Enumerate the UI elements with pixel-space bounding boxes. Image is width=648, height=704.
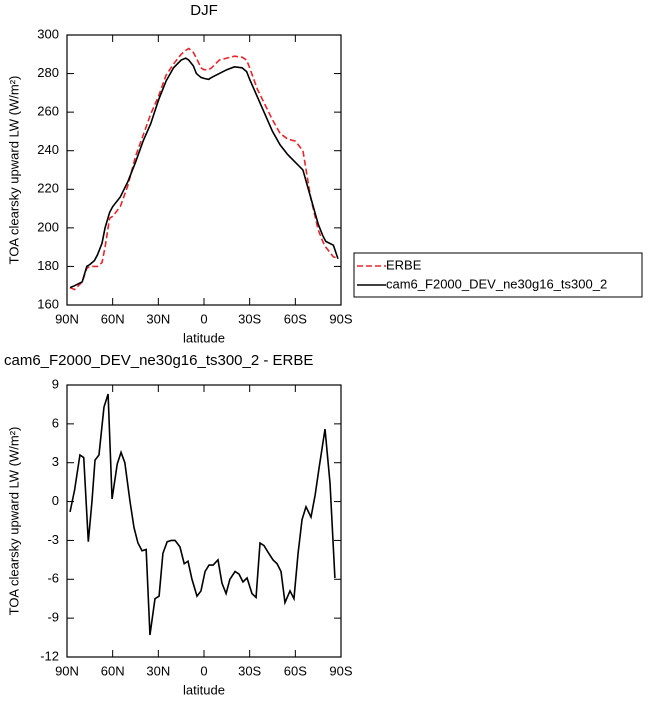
y-tick-label: 160: [37, 296, 59, 311]
y-tick-label: 180: [37, 258, 59, 273]
legend-box: [353, 252, 643, 298]
legend-label: ERBE: [386, 257, 422, 272]
y-tick-label: -3: [47, 532, 59, 547]
x-tick-label: 90S: [329, 311, 352, 326]
x-tick-label: 60S: [284, 311, 307, 326]
x-tick-label: 60N: [101, 311, 125, 326]
y-axis-label: TOA clearsky upward LW (W/m²): [6, 427, 21, 616]
legend-label: cam6_F2000_DEV_ne30g16_ts300_2: [386, 276, 607, 291]
chart-title: DJF: [190, 2, 218, 19]
y-tick-label: 200: [37, 219, 59, 234]
x-tick-label: 30N: [146, 663, 170, 678]
x-axis-label: latitude: [183, 330, 225, 345]
x-axis-label: latitude: [183, 682, 225, 697]
y-tick-label: 0: [52, 493, 59, 508]
x-tick-label: 90S: [329, 663, 352, 678]
data-line: [69, 57, 339, 289]
y-tick-label: -12: [40, 648, 59, 663]
y-tick-label: 9: [52, 376, 59, 391]
x-tick-label: 30S: [238, 663, 261, 678]
y-tick-label: -6: [47, 571, 59, 586]
x-tick-label: 30N: [146, 311, 170, 326]
x-tick-label: 0: [200, 311, 207, 326]
y-tick-label: -9: [47, 610, 59, 625]
y-axis-label: TOA clearsky upward LW (W/m²): [6, 76, 21, 265]
y-tick-label: 220: [37, 181, 59, 196]
x-tick-label: 60S: [284, 663, 307, 678]
data-line: [69, 393, 336, 636]
x-tick-label: 0: [200, 663, 207, 678]
data-line: [69, 47, 339, 291]
plot-frame: [66, 34, 342, 306]
y-tick-label: 240: [37, 142, 59, 157]
x-tick-label: 60N: [101, 663, 125, 678]
y-tick-label: 280: [37, 65, 59, 80]
y-tick-label: 6: [52, 415, 59, 430]
chart-title: cam6_F2000_DEV_ne30g16_ts300_2 - ERBE: [4, 352, 313, 369]
x-tick-label: 90N: [55, 311, 79, 326]
y-tick-label: 3: [52, 454, 59, 469]
y-tick-label: 300: [37, 26, 59, 41]
x-tick-label: 30S: [238, 311, 261, 326]
x-tick-label: 90N: [55, 663, 79, 678]
y-tick-label: 260: [37, 104, 59, 119]
plot-frame: [66, 384, 342, 658]
